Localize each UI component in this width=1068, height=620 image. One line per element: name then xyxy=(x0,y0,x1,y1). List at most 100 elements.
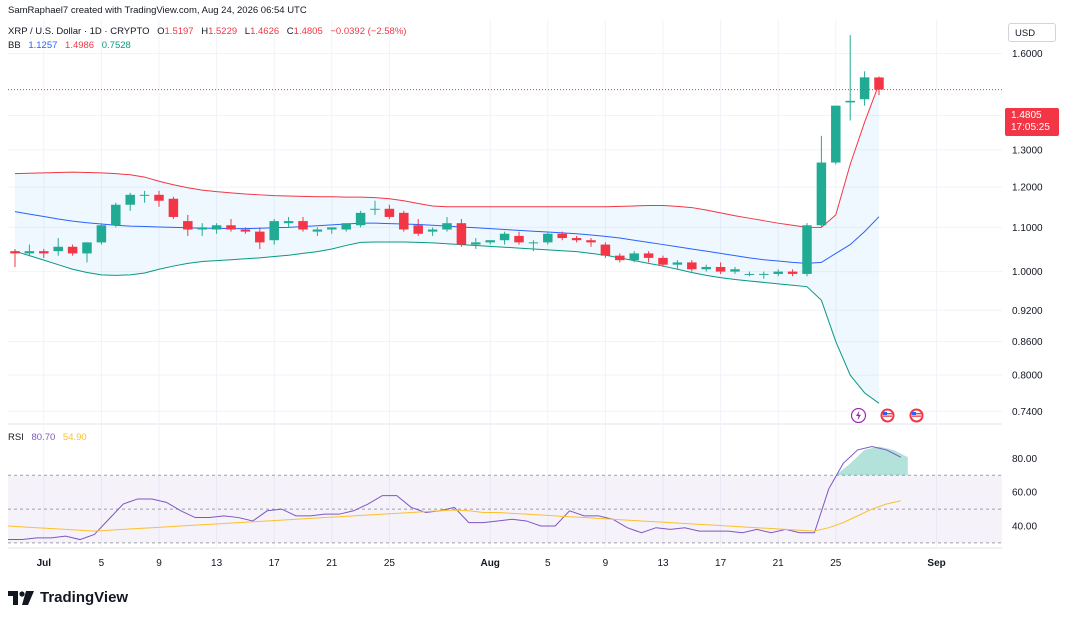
price-tick-label: 1.3000 xyxy=(1012,145,1043,156)
rsi-ma-line xyxy=(7,500,901,532)
change-value: −0.0392 (−2.58%) xyxy=(330,26,407,37)
candle-body xyxy=(687,262,697,270)
candle-body xyxy=(211,225,222,230)
time-tick-label: 17 xyxy=(269,558,281,569)
rsi-tick-label: 60.00 xyxy=(1012,488,1037,499)
candlestick-series[interactable] xyxy=(8,35,1002,279)
candle-body xyxy=(312,229,323,232)
low-value: 1.4626 xyxy=(250,26,280,37)
candle-body xyxy=(125,194,135,205)
time-tick-label: 9 xyxy=(156,558,162,569)
candle-body xyxy=(399,212,409,230)
candle-body xyxy=(874,77,884,90)
candle-body xyxy=(802,225,812,274)
last-price: 1.4805 xyxy=(1011,110,1042,121)
price-tick-label: 0.8000 xyxy=(1012,371,1043,382)
rsi-ma-value: 54.90 xyxy=(62,432,87,443)
rsi-band-fill xyxy=(8,475,1002,543)
price-tick-label: 1.1000 xyxy=(1012,223,1043,234)
rsi-legend: RSI 80.70 54.90 xyxy=(8,432,87,443)
symbol-name[interactable]: XRP / U.S. Dollar · 1D · CRYPTO xyxy=(8,26,150,37)
time-tick-label: 25 xyxy=(384,558,396,569)
tradingview-brand: TradingView xyxy=(40,589,129,606)
candle-body xyxy=(413,225,423,234)
candle-body xyxy=(557,233,567,239)
tradingview-footer: TradingView xyxy=(8,589,128,606)
time-tick-label: 13 xyxy=(657,558,669,569)
high-value: 1.5229 xyxy=(208,26,238,37)
candle-body xyxy=(111,204,121,226)
price-tick-label: 0.9200 xyxy=(1012,306,1043,317)
candle-body xyxy=(298,221,308,230)
candle-body xyxy=(744,273,755,275)
candle-body xyxy=(327,227,337,230)
price-tick-label: 1.0000 xyxy=(1012,267,1043,278)
time-tick-label: 5 xyxy=(99,558,105,569)
price-tick-label: 0.7400 xyxy=(1012,407,1043,418)
candle-body xyxy=(96,225,107,243)
event-marker-icon[interactable] xyxy=(850,407,867,424)
candle-body xyxy=(773,271,783,274)
candle-body xyxy=(672,262,683,265)
rsi-label[interactable]: RSI xyxy=(8,432,24,443)
symbol-legend: XRP / U.S. Dollar · 1D · CRYPTO O1.5197 … xyxy=(8,26,406,37)
candle-body xyxy=(269,221,279,241)
low-label: L xyxy=(244,26,251,37)
candle-body xyxy=(255,231,265,243)
time-tick-label: Aug xyxy=(480,558,499,569)
candle-body xyxy=(471,242,481,245)
candle-body xyxy=(226,225,236,230)
candle-body xyxy=(485,240,495,243)
bar-countdown: 17:05:25 xyxy=(1011,122,1050,133)
time-tick-label: 17 xyxy=(715,558,727,569)
candle-body xyxy=(427,229,438,232)
bb-lower-value: 0.7528 xyxy=(101,40,131,51)
time-tick-label: 5 xyxy=(545,558,551,569)
candle-body xyxy=(39,251,49,254)
candle-body xyxy=(787,271,798,274)
tradingview-logo-icon xyxy=(8,590,34,605)
high-label: H xyxy=(201,26,209,37)
candle-body xyxy=(183,221,193,230)
time-tick-label: 13 xyxy=(211,558,223,569)
candle-body xyxy=(615,255,625,261)
bb-basis-value: 1.1257 xyxy=(28,40,58,51)
candle-body xyxy=(154,194,164,201)
rsi-pane xyxy=(7,446,1002,544)
time-tick-label: 9 xyxy=(603,558,609,569)
bb-legend: BB 1.1257 1.4986 0.7528 xyxy=(8,40,131,51)
bb-lower-line xyxy=(14,241,880,404)
candle-body xyxy=(139,194,150,196)
candle-body xyxy=(514,235,524,243)
candle-body xyxy=(442,223,452,230)
time-tick-label: Sep xyxy=(927,558,945,569)
open-label: O xyxy=(157,26,165,37)
candle-body xyxy=(845,100,855,103)
rsi-overbought-fill xyxy=(835,446,908,476)
candle-body xyxy=(499,233,510,241)
currency-selector[interactable]: USD xyxy=(1008,23,1056,42)
candle-body xyxy=(701,266,711,270)
rsi-line xyxy=(8,446,902,541)
candle-body xyxy=(456,223,467,245)
us-economic-event-icon[interactable] xyxy=(880,408,895,423)
bb-label[interactable]: BB xyxy=(8,40,21,51)
candle-body xyxy=(730,269,740,272)
time-tick-label: Jul xyxy=(37,558,52,569)
candle-body xyxy=(384,208,395,217)
us-economic-event-icon[interactable] xyxy=(909,408,924,423)
close-label: C xyxy=(286,26,294,37)
bb-upper-line xyxy=(14,83,880,228)
candle-body xyxy=(355,212,366,226)
candle-body xyxy=(67,246,78,254)
time-tick-label: 25 xyxy=(830,558,842,569)
candle-body xyxy=(600,244,611,256)
rsi-tick-label: 80.00 xyxy=(1012,454,1037,465)
candle-body xyxy=(10,251,20,254)
rsi-value: 80.70 xyxy=(31,432,56,443)
candle-body xyxy=(82,242,92,254)
candle-body xyxy=(759,273,769,275)
price-tick-label: 1.6000 xyxy=(1012,49,1043,60)
candle-body xyxy=(341,223,351,230)
